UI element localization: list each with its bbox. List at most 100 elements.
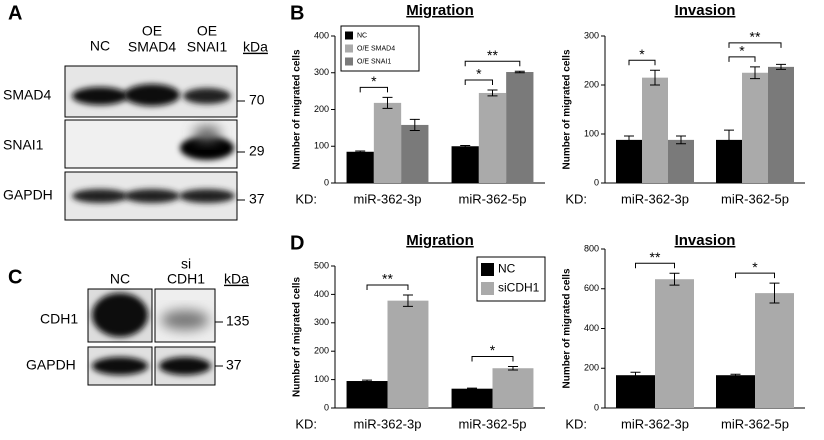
lane-label: SNAI1	[187, 39, 228, 55]
y-axis-label: Number of migrated cells	[562, 268, 573, 388]
bar	[346, 151, 374, 183]
kda: 135	[226, 313, 250, 329]
band	[193, 126, 221, 142]
x-tick-label: miR-362-3p	[621, 416, 689, 431]
significance-bracket	[728, 56, 756, 62]
significance-label: **	[487, 47, 498, 63]
row-label: CDH1	[40, 311, 78, 327]
significance-label: **	[650, 249, 661, 265]
lane-label: OE	[142, 23, 162, 39]
kda-header: kDa	[243, 39, 268, 55]
row-label: SMAD4	[3, 87, 51, 103]
error-bar	[676, 135, 686, 145]
band	[161, 310, 209, 330]
x-tick-label: miR-362-5p	[721, 191, 789, 206]
y-tick-label: 100	[314, 374, 329, 384]
band	[92, 357, 148, 375]
bar	[451, 388, 493, 408]
kda: 37	[249, 191, 265, 207]
significance-label: *	[639, 46, 645, 62]
band	[92, 293, 148, 337]
error-bar	[507, 366, 518, 371]
significance-bracket	[735, 272, 775, 279]
legend-swatch	[345, 31, 353, 40]
x-axis-label: KD:	[295, 416, 317, 431]
panel-label: C	[8, 266, 22, 288]
bar	[478, 92, 507, 183]
y-axis-label: Number of migrated cells	[562, 49, 573, 169]
x-tick-label: miR-362-5p	[459, 191, 527, 206]
error-bar	[750, 66, 760, 80]
error-bar	[382, 96, 393, 109]
significance-label: *	[476, 66, 482, 82]
legend-swatch	[345, 57, 353, 66]
chart-title: Invasion	[675, 232, 736, 249]
y-tick-label: 300	[314, 317, 329, 327]
row-label: SNAI1	[3, 137, 44, 153]
kda: 70	[249, 92, 265, 108]
bar	[451, 146, 479, 183]
band	[183, 88, 231, 104]
row-label: GAPDH	[3, 187, 53, 203]
error-bar	[487, 89, 498, 97]
significance-label: *	[490, 342, 496, 358]
y-tick-label: 400	[584, 323, 599, 333]
legend-label: siCDH1	[498, 281, 540, 295]
error-bar	[467, 387, 478, 390]
error-bar	[669, 272, 680, 286]
legend-label: NC	[357, 32, 367, 39]
lane-label: NC	[110, 271, 130, 287]
lane-label: si	[181, 256, 191, 272]
y-tick-label: 400	[314, 30, 329, 40]
x-tick-label: miR-362-3p	[621, 191, 689, 206]
legend-box	[340, 25, 420, 72]
bar	[642, 77, 668, 183]
error-bar	[724, 129, 734, 151]
bar	[401, 124, 429, 183]
y-tick-label: 100	[584, 128, 599, 138]
band	[72, 87, 128, 105]
blot-c: NC si CDH1 kDa CDH1 GAPDH 135 37	[26, 256, 250, 386]
bar	[616, 139, 642, 183]
chart-title: Migration	[406, 232, 474, 249]
band	[179, 189, 235, 203]
y-tick-label: 0	[594, 402, 599, 412]
significance-bracket	[359, 86, 388, 93]
significance-bracket	[464, 60, 521, 67]
y-tick-label: 200	[314, 346, 329, 356]
kda: 37	[226, 357, 242, 373]
significance-label: *	[739, 43, 745, 59]
significance-bracket	[464, 79, 493, 86]
y-tick-label: 400	[314, 289, 329, 299]
error-bar	[514, 70, 525, 74]
legend-swatch	[481, 263, 494, 276]
x-axis-label: KD:	[565, 191, 587, 206]
y-tick-label: 200	[584, 79, 599, 89]
x-tick-label: miR-362-5p	[459, 416, 527, 431]
lane-label: SMAD4	[128, 39, 176, 55]
chart-title: Invasion	[675, 2, 736, 19]
error-bar	[630, 371, 641, 379]
significance-label: **	[750, 29, 761, 45]
legend-swatch	[345, 44, 353, 53]
panel-label: B	[290, 2, 304, 24]
error-bar	[460, 145, 471, 148]
band	[72, 189, 128, 203]
y-tick-label: 200	[584, 363, 599, 373]
bar	[506, 72, 534, 183]
legend-swatch	[481, 282, 494, 295]
chart-title: Migration	[406, 2, 474, 19]
x-tick-label: miR-362-3p	[354, 191, 422, 206]
error-bar	[409, 118, 420, 131]
error-bar	[362, 379, 373, 383]
error-bar	[355, 150, 366, 153]
kda-header: kDa	[224, 271, 249, 287]
band	[180, 136, 234, 160]
significance-label: **	[382, 271, 393, 287]
error-bar	[402, 294, 413, 307]
significance-bracket	[728, 42, 782, 48]
bar	[768, 66, 794, 183]
y-axis-label: Number of migrated cells	[292, 277, 303, 397]
y-tick-label: 200	[314, 104, 329, 114]
